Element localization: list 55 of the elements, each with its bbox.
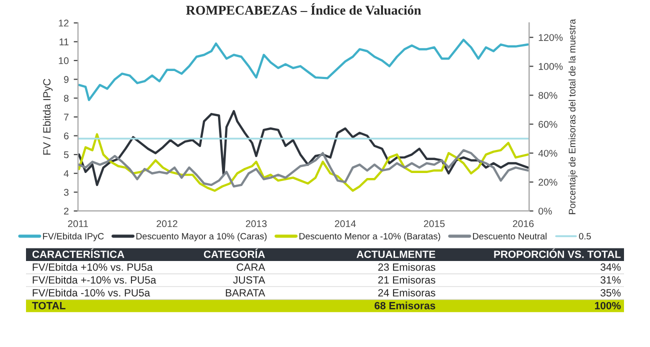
y2-tick-label: 100% — [538, 63, 563, 70]
y-tick-label: 9 — [64, 76, 69, 83]
legend-label: Descuento Mayor a 10% (Caras) — [136, 232, 267, 242]
line-series — [78, 110, 529, 186]
legend-label: Descuento Menor a -10% (Baratas) — [299, 232, 440, 242]
legend-label: FV/Ebitda IPyC — [43, 232, 104, 242]
text: 31% — [600, 276, 621, 284]
x-tick-label: 2014 — [334, 220, 356, 228]
x-tick-label: 2015 — [424, 220, 445, 228]
y2-tick-label: 60% — [538, 120, 558, 128]
category-label: PROPORCIÓN VS. TOTAL — [494, 248, 621, 258]
text: 21 Emisoras — [378, 276, 436, 284]
y2-tick-label: 0% — [538, 208, 552, 215]
chart-title: ROMPECABEZAS – Índice de Valuación — [186, 3, 422, 15]
y2-tick-label: 40% — [538, 150, 558, 157]
category-label: CARACTERÍSTICA — [32, 248, 124, 258]
x-tick-label: 2013 — [246, 220, 267, 228]
y2-tick-label: 80% — [538, 92, 558, 99]
y-tick-label: 7 — [64, 114, 68, 120]
text: BARATA — [226, 289, 266, 296]
y-tick-label: 11 — [60, 38, 68, 46]
x-tick-label: 2016 — [512, 220, 534, 228]
y2-tick-label: 120% — [538, 34, 563, 41]
y-tick-label: 4 — [64, 170, 69, 177]
category-label: CATEGORÍA — [204, 248, 265, 258]
line-series — [78, 38, 529, 102]
text: FV/Ebitda +10% vs. PU5a — [32, 263, 153, 271]
y-axis-title: FV / Ebitda IPyC — [42, 78, 53, 155]
text: 35% — [600, 289, 621, 296]
text: 68 Emisoras — [374, 302, 436, 310]
y-tick-label: 3 — [64, 188, 69, 196]
y2-axis-title: Porcentaje de Emisoras del total de la muestra — [568, 19, 578, 214]
y-tick-label: 2 — [64, 208, 68, 214]
y-tick-label: 5 — [64, 151, 69, 158]
text: 100% — [595, 302, 621, 310]
category-label: ACTUALMENTE — [356, 250, 436, 258]
y-tick-label: 10 — [58, 57, 69, 64]
text: 23 Emisoras — [378, 263, 436, 271]
legend-label: Descuento Neutral — [473, 232, 546, 240]
text: FV/Ebitda -10% vs. PU5a — [32, 288, 150, 296]
legend-label: 0.5 — [579, 233, 591, 240]
text: FV/Ebitda +-10% vs. PU5a — [32, 276, 156, 284]
text: JUSTA — [233, 276, 266, 284]
text: 34% — [600, 263, 621, 271]
line-series — [78, 133, 529, 192]
text: 24 Emisoras — [378, 288, 436, 296]
x-tick-label: 2012 — [156, 220, 178, 228]
text: CARA — [236, 263, 266, 271]
text: TOTAL — [32, 302, 66, 310]
y-tick-label: 12 — [58, 20, 68, 26]
y-tick-label: 8 — [64, 94, 69, 102]
x-tick-label: 2011 — [68, 220, 88, 228]
y-tick-label: 6 — [64, 132, 69, 140]
line-series — [78, 149, 529, 188]
y2-tick-label: 20% — [538, 178, 558, 186]
